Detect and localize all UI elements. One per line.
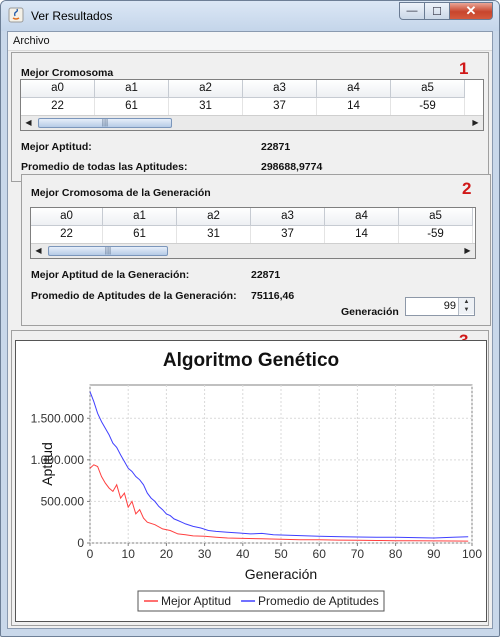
legend-label: Mejor Aptitud <box>161 594 231 608</box>
x-tick-label: 50 <box>274 547 288 561</box>
horizontal-scrollbar[interactable]: ◀ ||| ▶ <box>31 243 475 258</box>
generation-best-title: Mejor Cromosoma de la Generación <box>31 187 211 199</box>
legend-label: Promedio de Aptitudes <box>258 594 379 608</box>
table-cell[interactable]: 37 <box>243 98 317 116</box>
y-axis-label: Aptitud <box>39 442 55 486</box>
maximize-icon: ☐ <box>432 5 442 18</box>
maximize-button[interactable]: ☐ <box>425 2 450 20</box>
table-row[interactable]: 22 61 31 37 14 -59 <box>21 98 483 116</box>
table-cell[interactable]: -59 <box>391 98 465 116</box>
avg-fitness-label: Promedio de todas las Aptitudes: <box>21 161 187 173</box>
column-header[interactable]: a4 <box>325 208 399 226</box>
x-tick-label: 100 <box>462 547 482 561</box>
table-cell[interactable]: 14 <box>325 226 399 244</box>
table-cell[interactable]: 22 <box>21 98 95 116</box>
y-tick-label: 500.000 <box>41 494 85 508</box>
menu-bar: Archivo <box>8 32 492 51</box>
table-cell[interactable]: 31 <box>169 98 243 116</box>
title-bar[interactable]: Ver Resultados — ☐ ✕ <box>1 1 499 31</box>
spinner-up-icon[interactable]: ▲ <box>459 298 474 306</box>
scroll-thumb[interactable]: ||| <box>48 246 168 256</box>
column-header[interactable]: a1 <box>95 80 169 98</box>
scroll-right-arrow-icon[interactable]: ▶ <box>468 116 483 130</box>
column-header[interactable]: a5 <box>391 80 465 98</box>
x-tick-label: 30 <box>198 547 212 561</box>
x-tick-label: 0 <box>87 547 94 561</box>
generation-spinner-value[interactable]: 99 <box>444 300 456 312</box>
generation-best-fitness-value: 22871 <box>251 269 280 281</box>
generation-spinner[interactable]: 99 ▲ ▼ <box>405 297 475 316</box>
y-tick-label: 0 <box>77 536 84 550</box>
table-cell[interactable]: 37 <box>251 226 325 244</box>
scroll-left-arrow-icon[interactable]: ◀ <box>21 116 36 130</box>
scroll-right-arrow-icon[interactable]: ▶ <box>460 244 475 258</box>
y-tick-label: 1.500.000 <box>31 411 85 425</box>
minimize-button[interactable]: — <box>399 2 425 20</box>
column-header[interactable]: a2 <box>177 208 251 226</box>
generation-best-table[interactable]: a0 a1 a2 a3 a4 a5 22 61 31 37 14 -59 ◀ <box>30 207 476 259</box>
client-area: Archivo 1 Mejor Cromosoma a0 a1 a2 a3 a4… <box>7 31 493 629</box>
table-cell[interactable]: 31 <box>177 226 251 244</box>
table-header-row: a0 a1 a2 a3 a4 a5 <box>31 208 475 226</box>
java-app-icon <box>8 7 24 23</box>
column-header[interactable]: a0 <box>21 80 95 98</box>
minimize-icon: — <box>407 5 418 17</box>
window-title: Ver Resultados <box>31 9 112 23</box>
chart-container: Algoritmo Genético 0 10 20 30 40 50 60 70 80 90 10… <box>15 340 487 622</box>
table-row[interactable]: 22 61 31 37 14 -59 <box>31 226 475 244</box>
column-header[interactable]: a0 <box>31 208 103 226</box>
column-header[interactable]: a5 <box>399 208 473 226</box>
spinner-buttons: ▲ ▼ <box>458 298 474 315</box>
generation-avg-fitness-label: Promedio de Aptitudes de la Generación: <box>31 290 237 302</box>
x-tick-label: 20 <box>160 547 174 561</box>
best-fitness-label: Mejor Aptitud: <box>21 141 92 153</box>
section-marker-1: 1 <box>459 59 468 79</box>
plot-area <box>90 385 472 543</box>
x-tick-label: 70 <box>351 547 365 561</box>
column-header[interactable]: a3 <box>251 208 325 226</box>
close-icon: ✕ <box>466 3 477 19</box>
x-tick-label: 10 <box>122 547 136 561</box>
spinner-down-icon[interactable]: ▼ <box>459 306 474 314</box>
x-tick-label: 40 <box>236 547 250 561</box>
best-fitness-value: 22871 <box>261 141 290 153</box>
generation-best-fitness-label: Mejor Aptitud de la Generación: <box>31 269 189 281</box>
section-marker-2: 2 <box>462 179 471 199</box>
menu-archivo[interactable]: Archivo <box>13 35 50 47</box>
scroll-thumb[interactable]: ||| <box>38 118 172 128</box>
table-cell[interactable]: 14 <box>317 98 391 116</box>
table-cell[interactable]: 61 <box>103 226 177 244</box>
x-tick-label: 80 <box>389 547 403 561</box>
column-header[interactable]: a1 <box>103 208 177 226</box>
scroll-left-arrow-icon[interactable]: ◀ <box>31 244 46 258</box>
column-header[interactable]: a3 <box>243 80 317 98</box>
column-header[interactable]: a4 <box>317 80 391 98</box>
x-axis-label: Generación <box>245 566 317 582</box>
horizontal-scrollbar[interactable]: ◀ ||| ▶ <box>21 115 483 130</box>
avg-fitness-value: 298688,9774 <box>261 161 322 173</box>
table-cell[interactable]: -59 <box>399 226 473 244</box>
best-chromosome-title: Mejor Cromosoma <box>21 67 113 79</box>
best-chromosome-table[interactable]: a0 a1 a2 a3 a4 a5 22 61 31 37 14 -59 ◀ <box>20 79 484 131</box>
best-chromosome-panel: 1 Mejor Cromosoma a0 a1 a2 a3 a4 a5 22 6… <box>11 52 489 182</box>
column-header[interactable]: a2 <box>169 80 243 98</box>
x-tick-label: 60 <box>313 547 327 561</box>
table-cell[interactable]: 61 <box>95 98 169 116</box>
close-button[interactable]: ✕ <box>450 2 493 20</box>
generation-label: Generación <box>341 306 399 318</box>
x-tick-label: 90 <box>427 547 441 561</box>
line-chart: 0 10 20 30 40 50 60 70 80 90 1000500.0001.000.0001… <box>16 341 486 621</box>
generation-avg-fitness-value: 75116,46 <box>251 290 294 302</box>
table-cell[interactable]: 22 <box>31 226 103 244</box>
table-header-row: a0 a1 a2 a3 a4 a5 <box>21 80 483 98</box>
